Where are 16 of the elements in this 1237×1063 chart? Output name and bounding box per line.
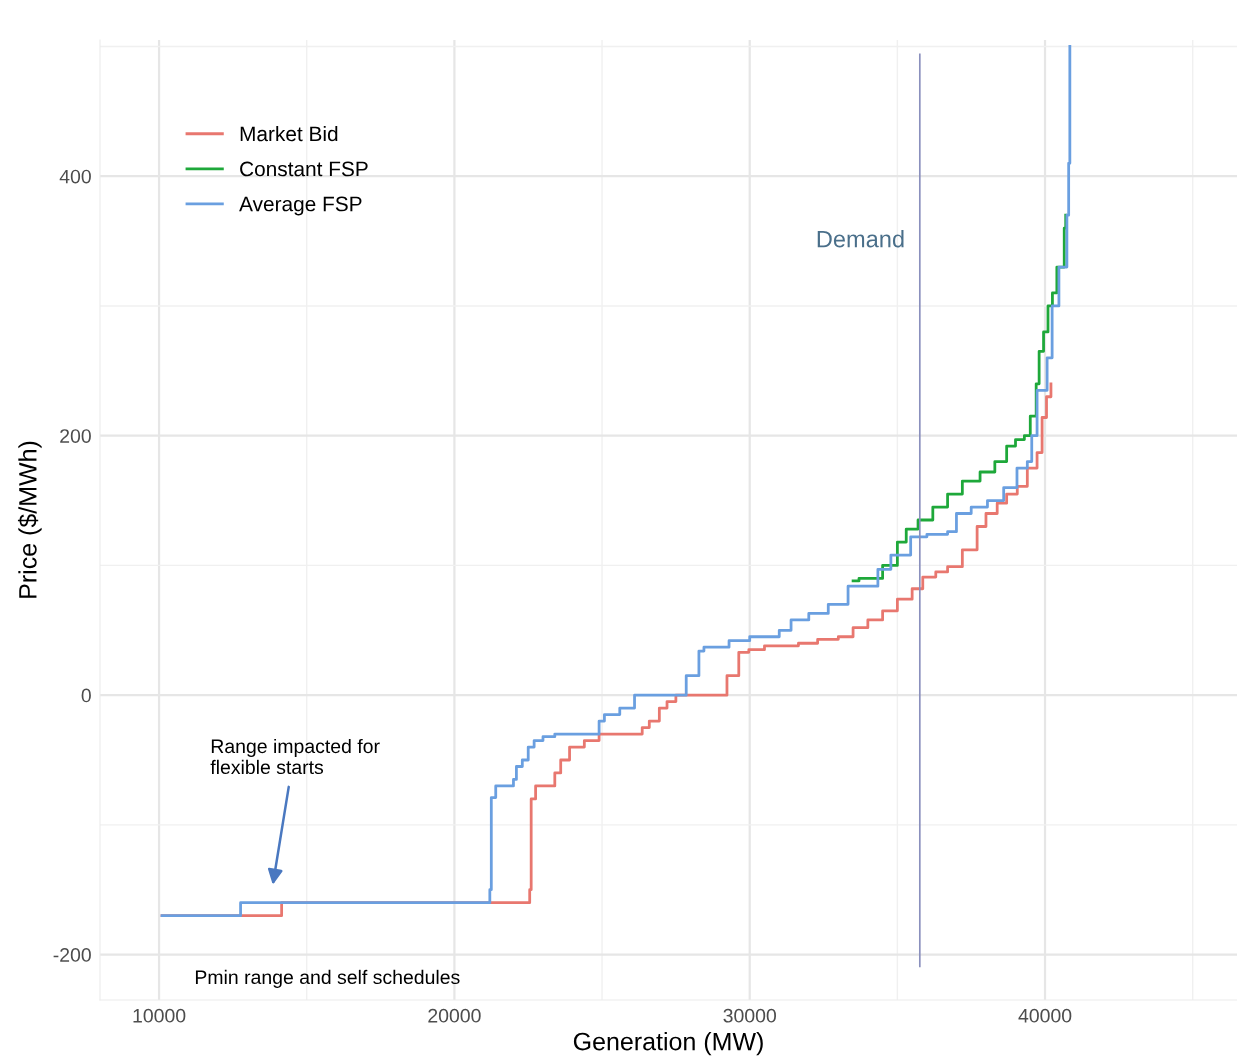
x-tick-label: 30000 bbox=[723, 1008, 776, 1023]
y-axis-title: Price ($/MWh) bbox=[17, 441, 42, 598]
legend-label: Market Bid bbox=[240, 125, 338, 142]
y-tick-label: 200 bbox=[60, 429, 91, 443]
y-tick-label: -200 bbox=[53, 948, 91, 962]
annotation: Range impacted for flexible starts bbox=[210, 738, 380, 775]
ref-line-label: Demand bbox=[817, 230, 904, 248]
annotation: Pmin range and self schedules bbox=[195, 969, 460, 988]
legend-label: Constant FSP bbox=[240, 161, 368, 177]
y-tick-label: 0 bbox=[81, 688, 91, 703]
x-axis-title: Generation (MW) bbox=[573, 1032, 763, 1056]
x-tick-label: 10000 bbox=[133, 1008, 186, 1023]
y-tick-label: 400 bbox=[59, 169, 91, 184]
x-tick-label: 40000 bbox=[1018, 1008, 1072, 1023]
x-tick-label: 20000 bbox=[428, 1008, 481, 1023]
legend-label: Average FSP bbox=[239, 196, 362, 216]
